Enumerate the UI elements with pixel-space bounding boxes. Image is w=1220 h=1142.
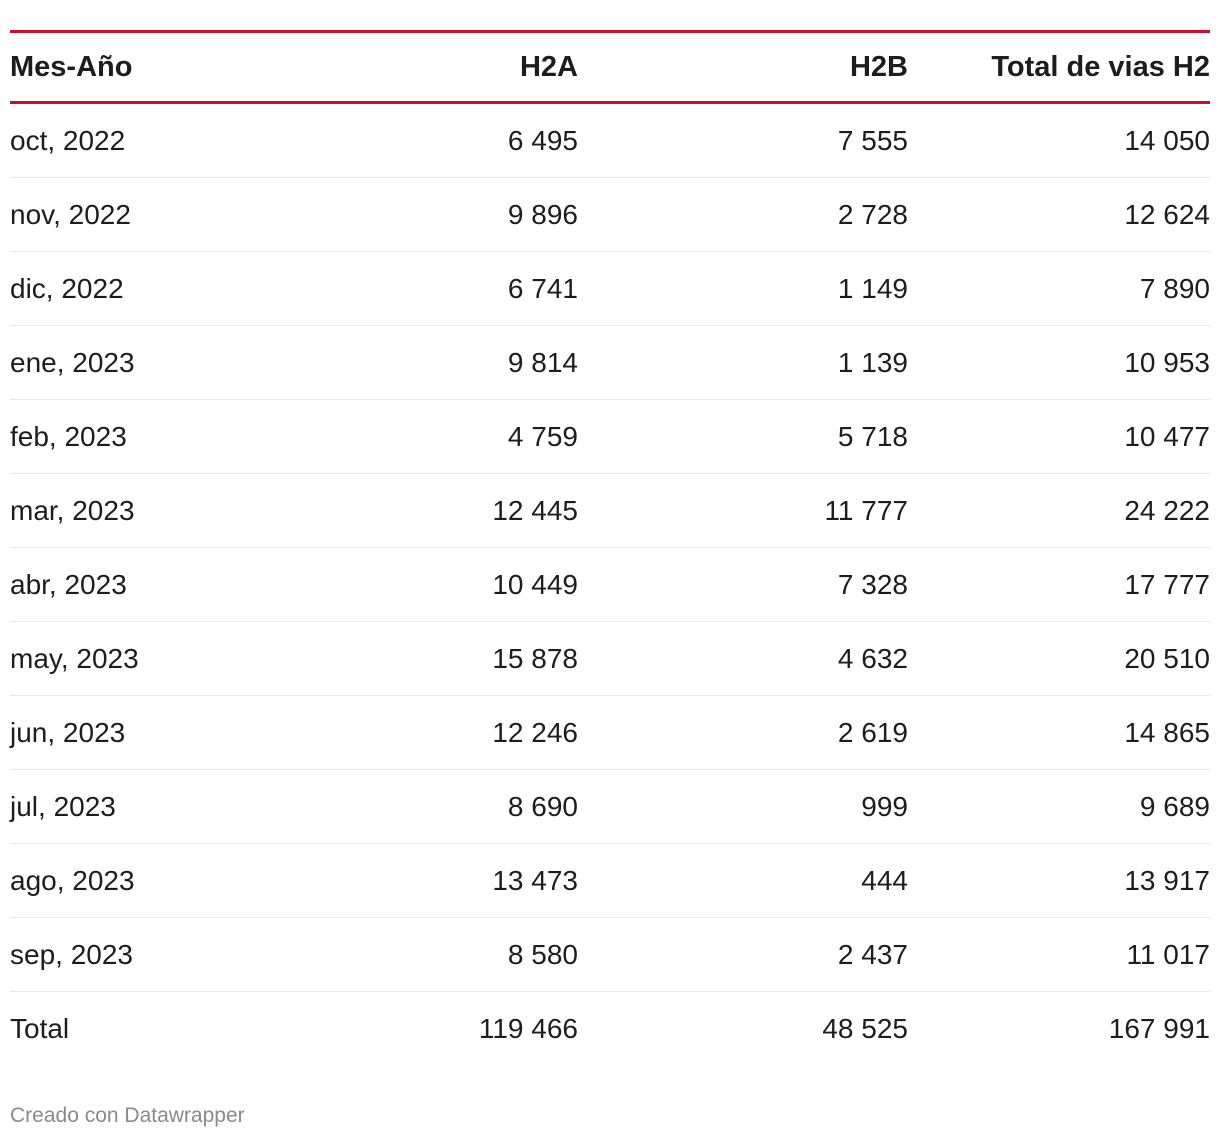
table-row: abr, 2023 10 449 7 328 17 777 bbox=[10, 547, 1210, 622]
h2a-cell: 15 878 bbox=[390, 621, 578, 696]
h2a-cell: 6 495 bbox=[390, 102, 578, 178]
total-cell: 9 689 bbox=[908, 769, 1210, 844]
h2b-cell: 48 525 bbox=[822, 1012, 908, 1044]
h2b-cell: 444 bbox=[578, 843, 908, 918]
h2a-cell: 9 814 bbox=[390, 325, 578, 400]
table-row: ene, 2023 9 814 1 139 10 953 bbox=[10, 325, 1210, 400]
h2a-cell: 12 246 bbox=[390, 695, 578, 770]
table-row: mar, 2023 12 445 11 777 24 222 bbox=[10, 473, 1210, 548]
h2a-cell: 13 473 bbox=[390, 843, 578, 918]
total-cell: 10 477 bbox=[908, 399, 1210, 474]
total-cell: 14 865 bbox=[908, 695, 1210, 770]
table-row: dic, 2022 6 741 1 149 7 890 bbox=[10, 251, 1210, 326]
month-cell: mar, 2023 bbox=[10, 473, 390, 548]
month-cell: oct, 2022 bbox=[10, 102, 390, 178]
table-row: ago, 2023 13 473 444 13 917 bbox=[10, 843, 1210, 918]
total-cell: 11 017 bbox=[908, 917, 1210, 992]
h2b-cell: 5 718 bbox=[578, 399, 908, 474]
h2b-cell: 1 149 bbox=[578, 251, 908, 326]
month-cell: ago, 2023 bbox=[10, 843, 390, 918]
h2a-cell: 10 449 bbox=[390, 547, 578, 622]
h2a-cell: 8 580 bbox=[390, 917, 578, 992]
h2b-cell: 1 139 bbox=[578, 325, 908, 400]
h2b-cell: 999 bbox=[578, 769, 908, 844]
table-row: sep, 2023 8 580 2 437 11 017 bbox=[10, 917, 1210, 992]
h2a-cell: 12 445 bbox=[390, 473, 578, 548]
table-body: oct, 2022 6 495 7 555 14 050 nov, 2022 9 896 2… bbox=[10, 102, 1210, 1066]
h2b-cell: 4 632 bbox=[578, 621, 908, 696]
credit-text: Creado con Datawrapper bbox=[10, 1104, 245, 1127]
column-header-h2b[interactable]: H2B bbox=[849, 50, 908, 83]
h2a-cell: 9 896 bbox=[390, 177, 578, 252]
h2b-cell: 2 437 bbox=[578, 917, 908, 992]
h2b-cell: 2 619 bbox=[578, 695, 908, 770]
total-cell: 12 624 bbox=[908, 177, 1210, 252]
month-cell: jun, 2023 bbox=[10, 695, 390, 770]
total-cell: 24 222 bbox=[908, 473, 1210, 548]
total-cell: 13 917 bbox=[908, 843, 1210, 918]
table-row: nov, 2022 9 896 2 728 12 624 bbox=[10, 177, 1210, 252]
table-row: may, 2023 15 878 4 632 20 510 bbox=[10, 621, 1210, 696]
column-header-h2a[interactable]: H2A bbox=[519, 50, 578, 83]
month-cell: abr, 2023 bbox=[10, 547, 390, 622]
month-cell: may, 2023 bbox=[10, 621, 390, 696]
column-header-mes-ano[interactable]: Mes-Año bbox=[10, 50, 133, 83]
month-cell: dic, 2022 bbox=[10, 251, 390, 326]
h2a-cell: 4 759 bbox=[390, 399, 578, 474]
h2b-cell: 7 555 bbox=[578, 102, 908, 178]
month-cell: feb, 2023 bbox=[10, 399, 390, 474]
month-cell: Total bbox=[10, 1012, 70, 1044]
header-row: Mes-Año H2A H2B Total de vias H2 bbox=[10, 31, 1210, 103]
month-cell: sep, 2023 bbox=[10, 917, 390, 992]
data-table-container: Mes-Año H2A H2B Total de vias H2 oct, 20… bbox=[10, 30, 1210, 1065]
total-cell: 20 510 bbox=[908, 621, 1210, 696]
table-row: oct, 2022 6 495 7 555 14 050 bbox=[10, 102, 1210, 178]
table-row: jul, 2023 8 690 999 9 689 bbox=[10, 769, 1210, 844]
month-cell: jul, 2023 bbox=[10, 769, 390, 844]
total-row: Total 119 466 48 525 167 991 bbox=[10, 992, 1210, 1066]
h2a-cell: 8 690 bbox=[390, 769, 578, 844]
h2a-cell: 6 741 bbox=[390, 251, 578, 326]
table-header: Mes-Año H2A H2B Total de vias H2 bbox=[10, 31, 1210, 103]
total-cell: 7 890 bbox=[908, 251, 1210, 326]
total-cell: 167 991 bbox=[1108, 1012, 1210, 1044]
h2b-cell: 11 777 bbox=[578, 473, 908, 548]
data-table: Mes-Año H2A H2B Total de vias H2 oct, 20… bbox=[10, 30, 1210, 1065]
h2b-cell: 2 728 bbox=[578, 177, 908, 252]
column-header-total[interactable]: Total de vias H2 bbox=[991, 50, 1210, 83]
month-cell: nov, 2022 bbox=[10, 177, 390, 252]
month-cell: ene, 2023 bbox=[10, 325, 390, 400]
table-row: feb, 2023 4 759 5 718 10 477 bbox=[10, 399, 1210, 474]
total-cell: 10 953 bbox=[908, 325, 1210, 400]
h2b-cell: 7 328 bbox=[578, 547, 908, 622]
table-row: jun, 2023 12 246 2 619 14 865 bbox=[10, 695, 1210, 770]
total-cell: 17 777 bbox=[908, 547, 1210, 622]
total-cell: 14 050 bbox=[908, 102, 1210, 178]
h2a-cell: 119 466 bbox=[478, 1012, 578, 1044]
